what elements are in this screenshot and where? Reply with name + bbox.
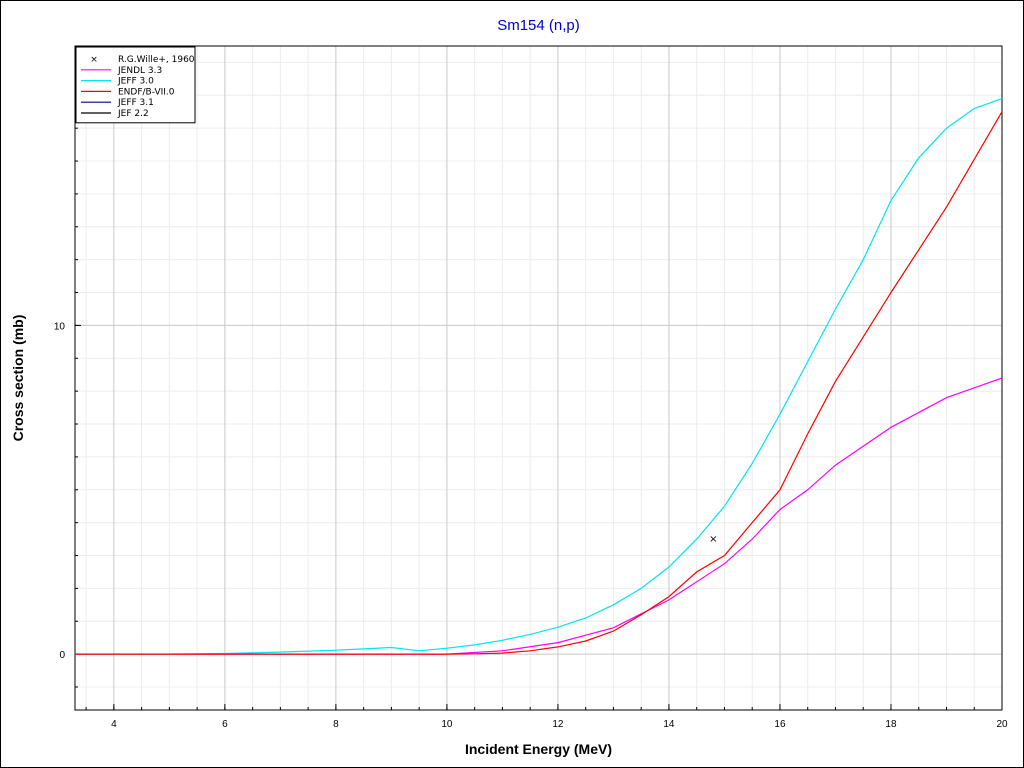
x-tick-label: 12 [552,719,564,730]
y-tick-label: 0 [59,650,65,661]
y-tick-label: 10 [54,321,66,332]
legend-entry: JEF 2.2 [117,109,149,119]
y-axis-label: Cross section (mb) [10,315,26,442]
tick-labels: 4 6 8 10 12 14 16 18 20 0 10 [54,321,1008,730]
x-tick-label: 14 [663,719,675,730]
x-tick-label: 20 [996,719,1008,730]
legend-entry: ENDF/B-VII.0 [118,87,175,97]
legend-entry: JEFF 3.0 [117,77,154,87]
series-layer: × [75,98,1003,655]
x-tick-label: 4 [111,719,117,730]
x-tick-label: 10 [441,719,453,730]
chart-title: Sm154 (n,p) [497,17,580,34]
x-axis-label: Incident Energy (MeV) [465,741,612,757]
data-point-r-g-wille-1960: × [709,534,717,545]
series-line-jeff-3-0 [75,98,1003,655]
x-tick-label: 16 [774,719,786,730]
series-line-endf-b-vii-0 [75,111,1003,655]
legend-entry: R.G.Wille+, 1960 [118,55,195,65]
legend-entry: JENDL 3.3 [117,66,162,76]
legend-marker: × [90,55,98,65]
minor-grid [75,46,1002,710]
x-tick-label: 6 [222,719,228,730]
x-tick-label: 18 [885,719,897,730]
x-tick-label: 8 [333,719,339,730]
legend-box [75,46,196,124]
legend-entry: JEFF 3.1 [117,98,154,108]
series-line-jendl-3-3 [75,377,1003,655]
